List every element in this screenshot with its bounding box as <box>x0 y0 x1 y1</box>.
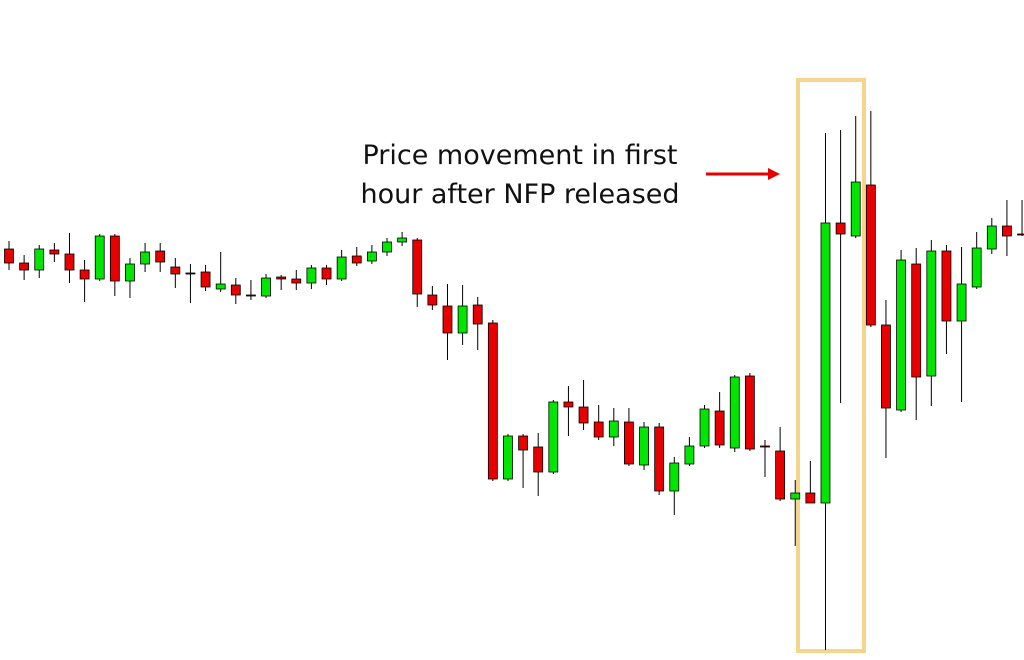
candle-body <box>760 445 770 448</box>
candle-body <box>850 181 861 237</box>
candle-body <box>230 284 241 296</box>
candle-body <box>382 241 392 253</box>
candle-body <box>125 263 135 282</box>
candle-body <box>140 251 150 265</box>
candle-body <box>261 277 271 297</box>
candle-body <box>578 406 589 424</box>
candle-body <box>412 239 423 295</box>
candle-body <box>457 305 468 334</box>
candle-body <box>775 450 786 500</box>
candle-body <box>654 426 665 492</box>
candle-body <box>744 375 755 450</box>
candle-body <box>714 410 725 446</box>
candle-body <box>941 250 952 322</box>
candle-body <box>246 294 256 297</box>
candle-body <box>835 222 846 235</box>
highlight-box <box>796 78 866 653</box>
candle-body <box>608 420 619 438</box>
candle-body <box>94 235 105 280</box>
candle-body <box>911 263 922 378</box>
candle-body <box>79 269 90 280</box>
candle-body <box>1017 233 1024 236</box>
annotation-line: Price movement in first <box>362 140 677 171</box>
candle-body <box>956 283 967 322</box>
candle-body <box>306 267 317 284</box>
candle-body <box>64 253 75 271</box>
candle-body <box>472 304 483 325</box>
candle-body <box>19 262 30 271</box>
candle-body <box>593 421 604 438</box>
candle-body <box>34 248 45 271</box>
candle-body <box>397 237 408 243</box>
candle-body <box>291 278 302 284</box>
candle-body <box>986 225 997 250</box>
candle-body <box>820 222 831 504</box>
candle-body <box>699 408 710 447</box>
candle-body <box>170 266 181 275</box>
candle-body <box>215 283 226 290</box>
candle-body <box>729 376 740 449</box>
candle-body <box>200 271 211 288</box>
candle-body <box>4 248 14 264</box>
candle-body <box>865 184 876 326</box>
candle-body <box>790 492 801 500</box>
candle-body <box>487 322 498 480</box>
candle-body <box>276 276 287 280</box>
candle-body <box>669 462 680 492</box>
candle-body <box>442 305 453 334</box>
candle-body <box>366 251 377 262</box>
candle-body <box>684 445 695 465</box>
candle-body <box>971 247 982 288</box>
candle-body <box>155 250 166 263</box>
candle-body <box>896 259 906 411</box>
candle-body <box>926 250 937 377</box>
candle-body <box>881 324 891 409</box>
candle-body <box>533 446 544 473</box>
candle-body <box>321 267 332 280</box>
candle-body <box>518 435 528 451</box>
candle-body <box>503 435 513 480</box>
candle-body <box>351 255 362 264</box>
candle-body <box>624 421 634 465</box>
candle-body <box>805 492 816 504</box>
candle-body <box>548 401 559 473</box>
candle-body <box>336 256 347 280</box>
candle-body <box>49 249 60 255</box>
annotation-line: hour after NFP released <box>360 179 679 210</box>
candle-body <box>427 294 438 306</box>
candle-body <box>1002 225 1012 237</box>
candle-body <box>639 426 649 466</box>
candle-body <box>563 401 574 408</box>
annotation-arrow-head <box>768 168 780 180</box>
candle-body <box>109 235 120 282</box>
candle-body <box>185 272 196 275</box>
